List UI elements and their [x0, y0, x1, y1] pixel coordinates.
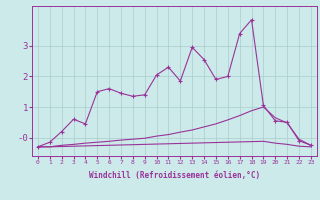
X-axis label: Windchill (Refroidissement éolien,°C): Windchill (Refroidissement éolien,°C) [89, 171, 260, 180]
